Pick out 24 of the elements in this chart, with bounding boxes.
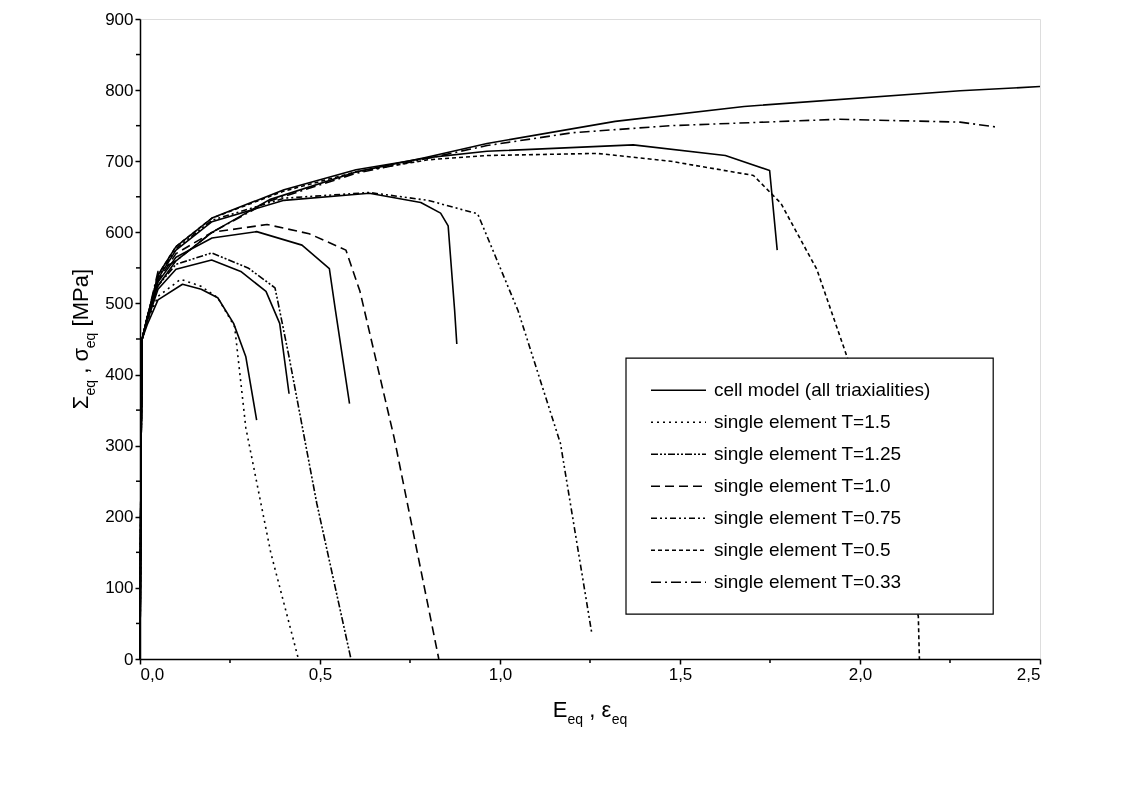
x-tick-label: 1,0 xyxy=(488,664,513,684)
y-tick-label: 400 xyxy=(105,365,134,385)
legend-label: single element T=1.0 xyxy=(714,475,891,497)
y-tick-label: 800 xyxy=(105,80,134,100)
legend-label: cell model (all triaxialities) xyxy=(714,379,931,401)
y-tick-label: 100 xyxy=(105,578,134,598)
legend-label: single element T=0.33 xyxy=(714,571,902,593)
x-tick-label: 1,5 xyxy=(668,664,693,684)
legend-label: single element T=0.5 xyxy=(714,539,891,561)
y-tick-label: 600 xyxy=(105,222,134,242)
x-tick-label: 2,0 xyxy=(848,664,873,684)
x-tick-label: 0,0 xyxy=(140,664,165,684)
y-tick-label: 700 xyxy=(105,151,134,171)
x-tick-label: 0,5 xyxy=(308,664,333,684)
legend-label: single element T=0.75 xyxy=(714,507,902,529)
y-axis-title: Σeq , σeq [MPa] xyxy=(68,268,98,410)
y-tick-label: 300 xyxy=(105,436,134,456)
x-tick-label: 2,5 xyxy=(1016,664,1041,684)
legend-label: single element T=1.25 xyxy=(714,443,902,465)
y-tick-label: 500 xyxy=(105,293,134,313)
y-tick-label: 0 xyxy=(124,649,134,669)
y-tick-label: 200 xyxy=(105,507,134,527)
y-tick-label: 900 xyxy=(105,9,134,29)
legend-label: single element T=1.5 xyxy=(714,411,891,433)
